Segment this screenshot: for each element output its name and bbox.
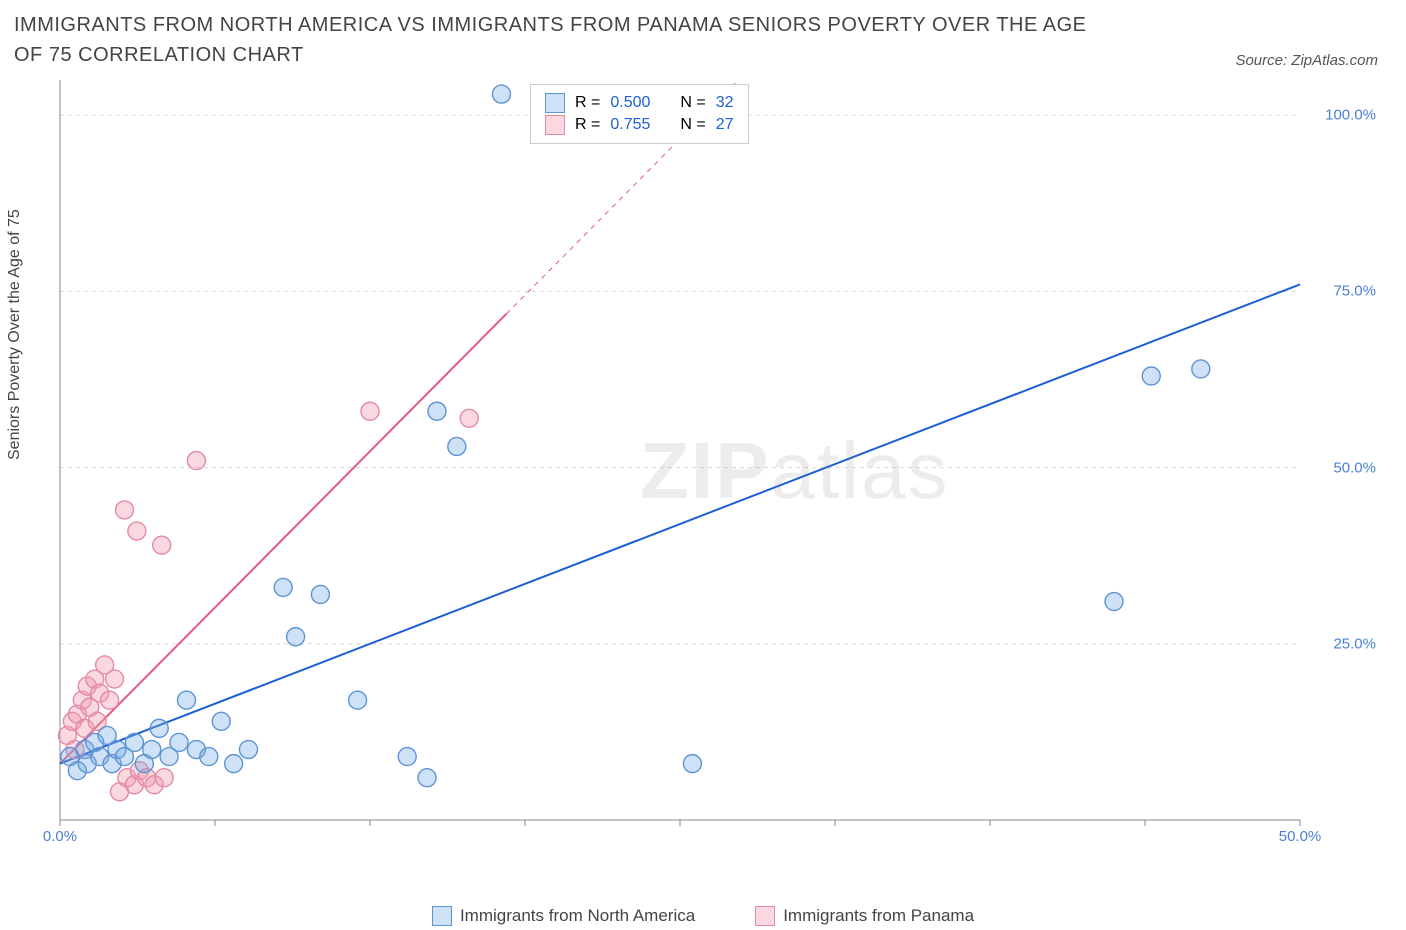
legend-swatch-a-icon bbox=[432, 906, 452, 926]
legend-r-value: 0.500 bbox=[610, 94, 650, 112]
y-tick-label: 100.0% bbox=[1325, 107, 1376, 124]
series-legend: Immigrants from North America Immigrants… bbox=[0, 906, 1406, 926]
legend-row: R = 0.500 N = 32 bbox=[545, 93, 734, 113]
legend-n-label: N = bbox=[680, 116, 705, 134]
y-tick-label: 25.0% bbox=[1333, 635, 1376, 652]
source-label: Source: ZipAtlas.com bbox=[1235, 52, 1378, 69]
legend-item-a: Immigrants from North America bbox=[432, 906, 695, 926]
legend-r-label: R = bbox=[575, 94, 600, 112]
legend-label-b: Immigrants from Panama bbox=[783, 906, 974, 926]
chart-svg bbox=[50, 80, 1380, 850]
legend-swatch-b bbox=[545, 115, 565, 135]
legend-row: R = 0.755 N = 27 bbox=[545, 115, 734, 135]
legend-label-a: Immigrants from North America bbox=[460, 906, 695, 926]
legend-n-label: N = bbox=[680, 94, 705, 112]
y-axis-label: Seniors Poverty Over the Age of 75 bbox=[6, 209, 24, 460]
legend-swatch-a bbox=[545, 93, 565, 113]
legend-swatch-b-icon bbox=[755, 906, 775, 926]
legend-n-value: 27 bbox=[716, 116, 734, 134]
x-tick-label: 50.0% bbox=[1279, 828, 1322, 845]
chart-title: IMMIGRANTS FROM NORTH AMERICA VS IMMIGRA… bbox=[14, 10, 1104, 70]
legend-item-b: Immigrants from Panama bbox=[755, 906, 974, 926]
legend-r-value: 0.755 bbox=[610, 116, 650, 134]
scatter-plot: ZIPatlas R = 0.500 N = 32 R = 0.755 N = … bbox=[50, 80, 1380, 850]
legend-n-value: 32 bbox=[716, 94, 734, 112]
x-tick-label: 0.0% bbox=[43, 828, 77, 845]
correlation-legend: R = 0.500 N = 32 R = 0.755 N = 27 bbox=[530, 84, 749, 144]
y-tick-label: 50.0% bbox=[1333, 459, 1376, 476]
legend-r-label: R = bbox=[575, 116, 600, 134]
y-tick-label: 75.0% bbox=[1333, 283, 1376, 300]
